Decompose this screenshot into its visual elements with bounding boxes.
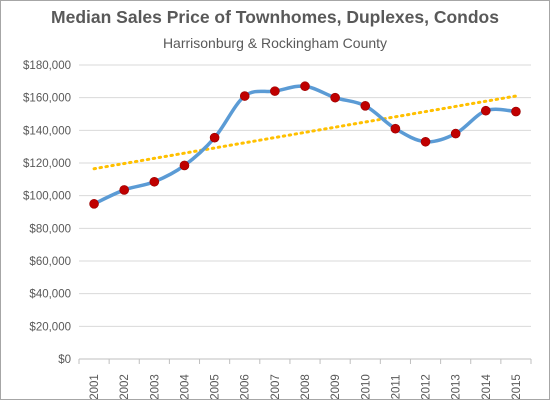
data-point-2003	[149, 176, 160, 187]
data-point-2005	[209, 132, 220, 143]
data-point-2004	[179, 160, 190, 171]
y-tick-label: $180,000	[23, 60, 71, 72]
x-tick-label: 2005	[210, 374, 222, 399]
y-tick-label: $80,000	[29, 223, 71, 235]
x-tick-label: 2012	[421, 374, 433, 399]
data-point-2001	[89, 199, 99, 209]
x-tick-label: 2015	[511, 374, 523, 399]
x-tick-label: 2013	[451, 374, 463, 399]
x-tick-label: 2011	[390, 375, 402, 399]
y-tick-label: $0	[58, 354, 71, 366]
y-tick-label: $120,000	[23, 158, 71, 170]
data-point-2010	[360, 101, 371, 111]
y-tick-label: $40,000	[29, 289, 71, 301]
x-tick-label: 2001	[89, 374, 101, 399]
y-tick-label: $20,000	[29, 321, 71, 333]
x-tick-label: 2014	[481, 374, 493, 399]
x-tick-label: 2007	[270, 374, 282, 399]
x-tick-label: 2004	[179, 374, 191, 399]
x-tick-label: 2003	[149, 374, 161, 399]
y-tick-label: $140,000	[23, 125, 71, 137]
data-point-2006	[239, 91, 250, 101]
series-line-0	[92, 84, 518, 206]
chart-title: Median Sales Price of Townhomes, Duplexe…	[51, 7, 499, 27]
data-point-2012	[420, 136, 431, 147]
data-point-2015	[511, 106, 521, 117]
y-tick-label: $60,000	[29, 256, 71, 268]
chart-subtitle: Harrisonburg & Rockingham County	[162, 35, 388, 51]
x-tick-label: 2006	[240, 374, 252, 399]
trendline	[92, 94, 518, 171]
x-tick-label: 2002	[119, 374, 131, 399]
x-tick-label: 2008	[300, 374, 312, 399]
x-tick-label: 2009	[330, 374, 342, 399]
data-point-2007	[270, 86, 280, 96]
x-tick-label: 2010	[360, 374, 372, 399]
data-point-2008	[300, 81, 310, 92]
data-point-2013	[450, 128, 461, 139]
data-point-2009	[330, 92, 340, 103]
y-tick-label: $160,000	[23, 93, 71, 105]
data-point-2002	[119, 185, 129, 195]
data-point-2011	[390, 123, 401, 134]
data-point-2014	[480, 105, 491, 116]
y-tick-label: $100,000	[23, 191, 71, 203]
